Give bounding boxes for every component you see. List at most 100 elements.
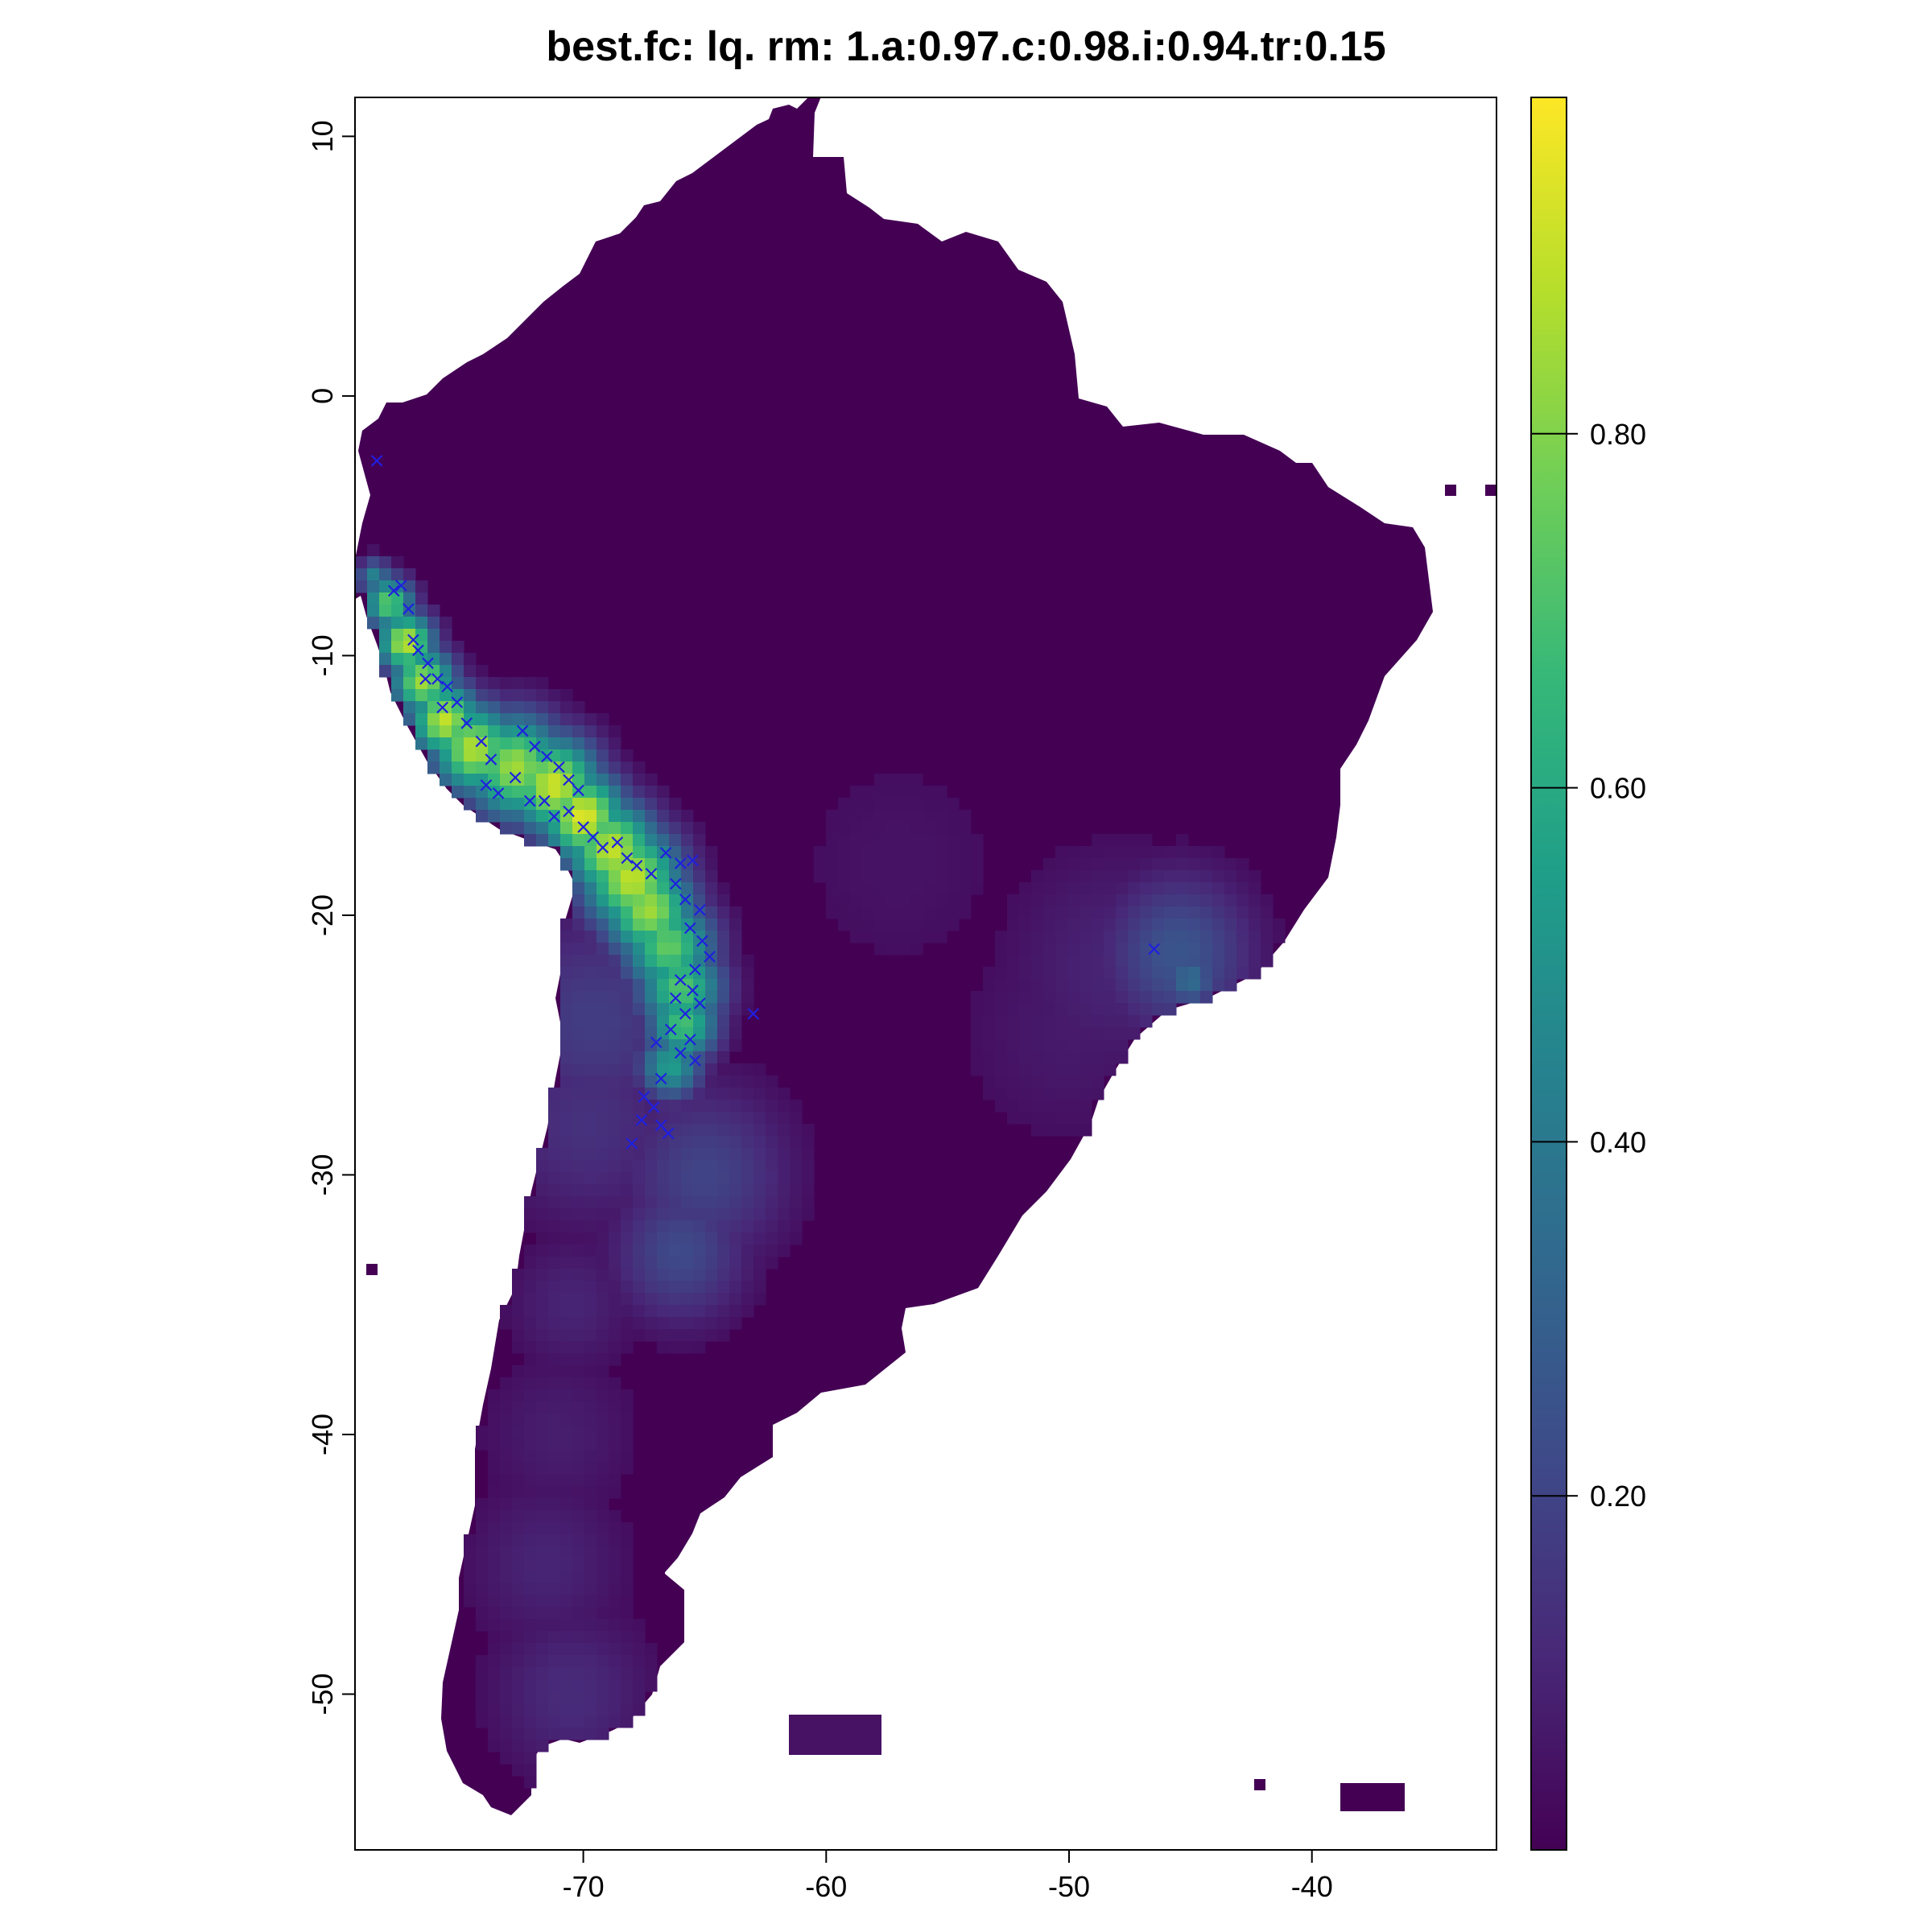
raster-cell <box>572 1643 585 1656</box>
occurrence-marker: × <box>482 747 500 771</box>
raster-cell <box>524 1607 537 1620</box>
raster-cell <box>524 1377 537 1390</box>
raster-cell <box>935 798 947 811</box>
raster-cell <box>1261 943 1274 956</box>
raster-cell <box>524 1293 537 1306</box>
raster-cell <box>1140 906 1153 919</box>
raster-cell <box>741 979 754 992</box>
raster-cell <box>572 1474 585 1487</box>
raster-cell <box>548 1510 561 1523</box>
raster-cell <box>572 713 585 726</box>
raster-cell <box>729 967 742 980</box>
raster-cell <box>1152 906 1165 919</box>
raster-cell <box>597 1655 609 1668</box>
raster-cell <box>657 1112 670 1125</box>
raster-cell <box>609 1281 621 1294</box>
raster-cell <box>621 1305 634 1318</box>
raster-cell <box>717 1088 730 1100</box>
raster-cell <box>633 798 646 811</box>
raster-cell <box>959 810 972 823</box>
raster-cell <box>512 1389 525 1402</box>
raster-cell <box>766 1184 778 1197</box>
raster-cell <box>597 1257 609 1269</box>
raster-cell <box>512 1329 525 1342</box>
raster-cell <box>850 894 863 907</box>
raster-cell <box>584 870 597 883</box>
raster-cell <box>669 846 682 859</box>
raster-cell <box>500 1691 513 1704</box>
raster-cell <box>983 967 996 980</box>
raster-cell <box>1031 1088 1044 1100</box>
raster-cell <box>729 1075 742 1088</box>
raster-cell <box>717 1245 730 1257</box>
raster-cell <box>621 1667 634 1680</box>
raster-cell <box>584 1305 597 1318</box>
raster-cell <box>572 1341 585 1354</box>
raster-cell <box>1140 931 1153 943</box>
raster-cell <box>560 967 573 980</box>
raster-cell <box>633 846 646 859</box>
raster-cell <box>1019 882 1032 895</box>
raster-cell <box>536 1353 549 1366</box>
raster-cell <box>693 894 706 907</box>
raster-cell <box>669 991 682 1004</box>
occurrence-marker: × <box>448 690 466 714</box>
raster-cell <box>560 1607 573 1620</box>
raster-cell <box>971 870 984 883</box>
raster-cell <box>1249 967 1261 980</box>
raster-cell <box>959 834 972 847</box>
raster-cell <box>427 665 440 678</box>
raster-cell <box>609 1329 621 1342</box>
raster-cell <box>379 641 392 654</box>
raster-cell <box>741 1208 754 1221</box>
raster-cell <box>741 1136 754 1149</box>
raster-cell <box>669 1172 682 1185</box>
raster-cell <box>500 1643 513 1656</box>
raster-cell <box>669 919 682 931</box>
raster-cell <box>403 677 416 690</box>
raster-cell <box>693 882 706 895</box>
raster-cell <box>536 786 549 799</box>
raster-cell <box>717 1232 730 1245</box>
raster-cell <box>874 894 887 907</box>
occurrence-marker: × <box>506 766 524 790</box>
raster-cell <box>1164 979 1177 992</box>
raster-cell <box>729 1148 742 1161</box>
raster-cell <box>440 665 452 678</box>
raster-cell <box>597 1583 609 1596</box>
raster-cell <box>1019 906 1032 919</box>
raster-cell <box>886 798 899 811</box>
raster-cell <box>560 991 573 1004</box>
raster-cell <box>1212 882 1225 895</box>
raster-cell <box>609 1703 621 1716</box>
raster-cell <box>1055 955 1068 968</box>
occurrence-marker: × <box>538 745 555 769</box>
raster-cell <box>717 955 730 968</box>
raster-cell <box>910 943 923 956</box>
raster-cell <box>645 1063 658 1076</box>
raster-cell <box>609 1075 621 1088</box>
raster-cell <box>572 1607 585 1620</box>
raster-cell <box>681 858 694 871</box>
raster-cell <box>1043 931 1056 943</box>
raster-cell <box>512 1365 525 1378</box>
raster-cell <box>572 1715 585 1728</box>
raster-cell <box>560 1148 573 1161</box>
raster-cell <box>1249 931 1261 943</box>
raster-cell <box>621 1124 634 1137</box>
raster-cell <box>753 1112 766 1125</box>
raster-cell <box>584 762 597 774</box>
raster-cell <box>597 1534 609 1547</box>
raster-cell <box>657 1281 670 1294</box>
raster-cell <box>1031 1051 1044 1064</box>
raster-cell <box>572 1571 585 1583</box>
raster-cell <box>621 810 634 823</box>
raster-cell <box>536 1220 549 1233</box>
raster-cell <box>584 1631 597 1644</box>
raster-cell <box>621 1679 634 1692</box>
raster-cell <box>512 725 525 738</box>
raster-cell <box>1224 906 1237 919</box>
raster-cell <box>621 1027 634 1040</box>
raster-cell <box>621 1088 634 1100</box>
raster-cell <box>657 894 670 907</box>
